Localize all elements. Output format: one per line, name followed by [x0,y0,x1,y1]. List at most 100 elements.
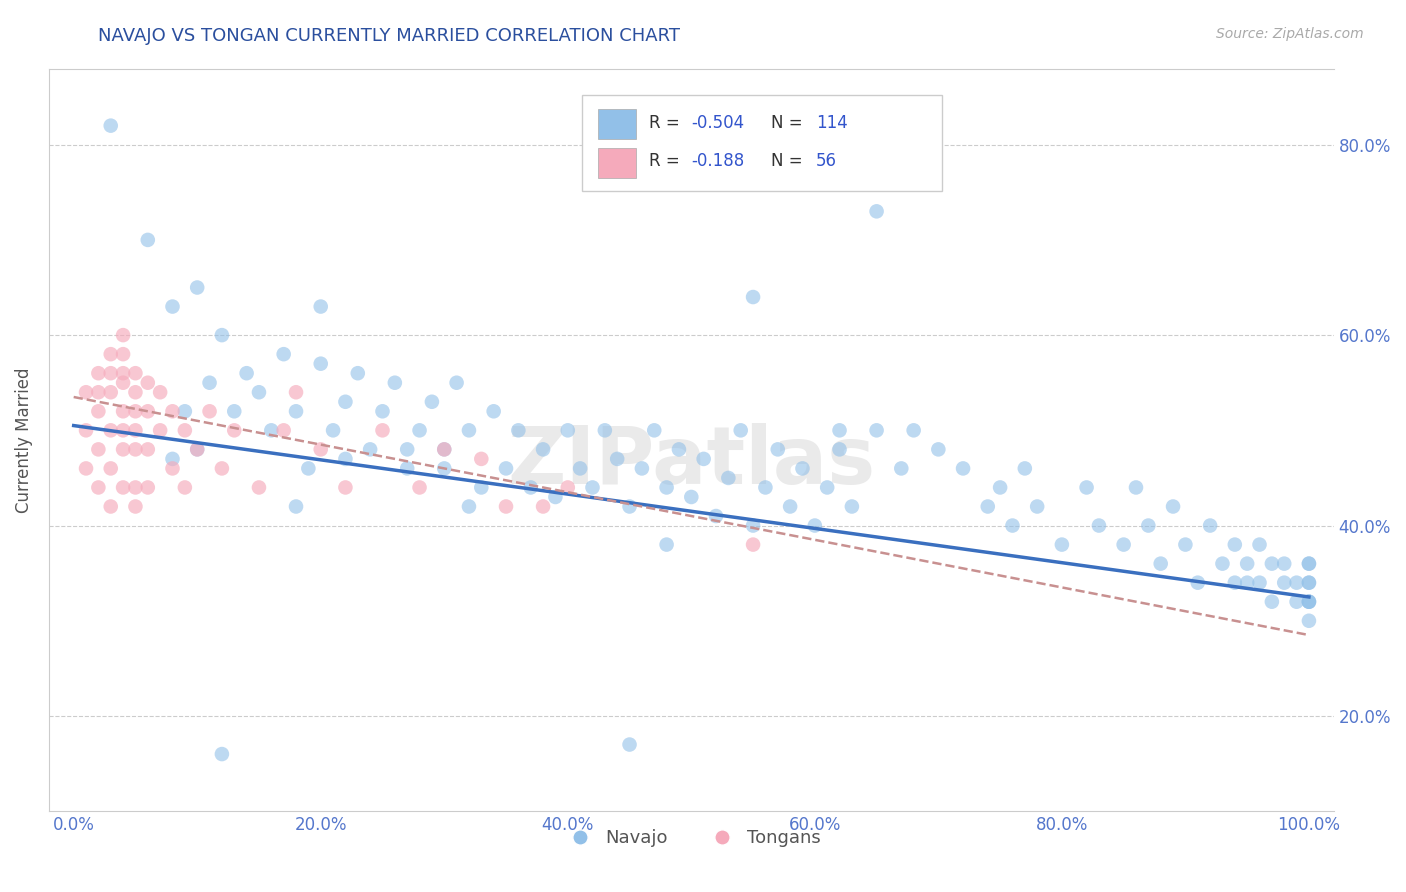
Tongans [75,385,97,400]
Tongans [87,442,110,457]
Navajo [1272,575,1295,590]
Navajo [903,423,925,437]
Navajo [606,451,628,466]
Navajo [508,423,530,437]
Navajo [927,442,949,457]
Tongans [495,500,517,514]
Tongans [112,480,135,494]
Navajo [186,280,208,294]
Navajo [619,500,641,514]
Tongans [309,442,332,457]
Tongans [100,347,122,361]
Navajo [446,376,468,390]
Navajo [458,423,481,437]
Navajo [162,300,184,314]
Navajo [742,518,765,533]
Navajo [779,500,801,514]
Navajo [1187,575,1209,590]
Tongans [87,404,110,418]
Navajo [162,451,184,466]
Navajo [1026,500,1049,514]
Navajo [1150,557,1173,571]
Tongans [470,451,492,466]
Text: NAVAJO VS TONGAN CURRENTLY MARRIED CORRELATION CHART: NAVAJO VS TONGAN CURRENTLY MARRIED CORRE… [98,27,681,45]
Tongans [211,461,233,475]
Navajo [1285,575,1308,590]
Navajo [273,347,295,361]
Navajo [1236,557,1258,571]
Tongans [112,347,135,361]
Navajo [1298,595,1320,609]
Navajo [544,490,567,504]
Navajo [371,404,394,418]
Navajo [730,423,752,437]
Tongans [136,442,159,457]
Navajo [297,461,319,475]
Tongans [75,423,97,437]
Navajo [1137,518,1160,533]
Navajo [470,480,492,494]
Tongans [124,423,146,437]
Tongans [100,500,122,514]
Navajo [1161,500,1184,514]
Navajo [433,442,456,457]
Navajo [458,500,481,514]
Navajo [1088,518,1111,533]
Navajo [792,461,814,475]
Navajo [1272,557,1295,571]
Navajo [1298,575,1320,590]
Navajo [1223,538,1246,552]
Tongans [162,461,184,475]
FancyBboxPatch shape [582,95,942,191]
Navajo [593,423,616,437]
Tongans [136,404,159,418]
Tongans [124,385,146,400]
Navajo [581,480,603,494]
Tongans [173,480,195,494]
Navajo [136,233,159,247]
Tongans [149,385,172,400]
Navajo [335,394,357,409]
Tongans [247,480,270,494]
Navajo [198,376,221,390]
Navajo [742,290,765,304]
Navajo [766,442,789,457]
Tongans [87,366,110,380]
Tongans [186,442,208,457]
Tongans [335,480,357,494]
Navajo [890,461,912,475]
Tongans [100,461,122,475]
Navajo [655,538,678,552]
Navajo [1199,518,1222,533]
Tongans [124,500,146,514]
Navajo [1211,557,1233,571]
Navajo [804,518,827,533]
Navajo [359,442,381,457]
Tongans [273,423,295,437]
Navajo [247,385,270,400]
Tongans [112,423,135,437]
Navajo [569,461,592,475]
Navajo [1001,518,1024,533]
Navajo [1298,595,1320,609]
Legend: Navajo, Tongans: Navajo, Tongans [554,822,828,855]
Navajo [1223,575,1246,590]
Navajo [643,423,665,437]
Tongans [124,480,146,494]
Tongans [173,423,195,437]
Navajo [1261,557,1284,571]
Navajo [631,461,654,475]
Navajo [322,423,344,437]
Text: -0.188: -0.188 [692,153,745,170]
Tongans [87,385,110,400]
Tongans [408,480,430,494]
Navajo [1014,461,1036,475]
Tongans [742,538,765,552]
Navajo [1249,538,1271,552]
Tongans [198,404,221,418]
Navajo [1298,575,1320,590]
Tongans [557,480,579,494]
Navajo [396,442,419,457]
Navajo [1298,557,1320,571]
Navajo [346,366,368,380]
